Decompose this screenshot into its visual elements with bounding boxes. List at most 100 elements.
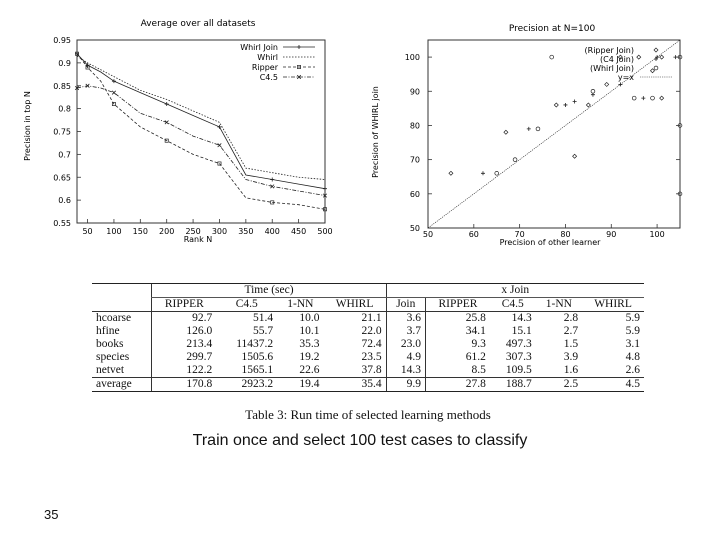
line-chart-ytick-label: 0.65: [53, 173, 71, 182]
table-cell: 2.6: [582, 364, 644, 378]
scatter-point: [650, 68, 656, 74]
table-cell: 92.7: [151, 311, 217, 325]
table-cell: 5.9: [625, 312, 640, 324]
line-point: [217, 161, 222, 166]
line-chart-xtick-label: 350: [238, 227, 253, 236]
scatter-legend-label: (Whirl Join): [590, 64, 634, 73]
line-point: [164, 120, 169, 125]
table-cell: 21.1: [361, 312, 382, 324]
table-cell: 34.1: [425, 325, 490, 338]
scatter-point: [631, 95, 637, 101]
table-cell: 19.4: [277, 377, 324, 392]
line-point: [217, 124, 222, 129]
table-cell: 3.1: [625, 338, 640, 350]
line-chart-xtick-label: 500: [317, 227, 332, 236]
line-chart-ylabel: Precision in top N: [23, 91, 32, 161]
scatter-chart-frame: [427, 39, 681, 229]
table-cell: 1.5: [563, 338, 579, 350]
scatter-chart-xlabel: Precision of other learner: [500, 238, 602, 247]
scatter-point: [480, 171, 485, 176]
table-row-label: books: [96, 338, 124, 350]
table-row: species 299.7 1505.6 19.2 23.5 4.9 61.2 307.3 3.…: [92, 351, 644, 364]
scatter-ytick-label: 90: [410, 87, 420, 96]
scatter-xtick-label: 70: [515, 230, 525, 239]
table-cell: 35.4: [323, 377, 387, 392]
table-cell: 55.7: [253, 325, 274, 337]
line-legend-label: C4.5: [260, 73, 278, 82]
table-row-label: species: [96, 351, 130, 363]
table-cell: 109.5: [489, 364, 536, 378]
line-chart-ytick-label: 0.75: [53, 128, 71, 137]
line-legend-label: Whirl Join: [240, 43, 278, 52]
table-cell: 51.4: [253, 312, 274, 324]
scatter-xtick-label: 50: [423, 230, 433, 239]
scatter-xtick-label: 80: [560, 230, 570, 239]
table-column-header: RIPPER: [151, 297, 217, 312]
scatter-point: [618, 82, 623, 87]
table-row: books 213.4 11437.2 35.3 72.4 23.0 9.3 497.3 1.5…: [92, 338, 644, 351]
line-chart-xtick-label: 300: [212, 227, 227, 236]
scatter-ytick-label: 60: [410, 190, 420, 199]
line-legend-marker: [297, 65, 301, 69]
scatter-chart: Precision at N=100 Precision of WHIRL jo…: [371, 24, 683, 247]
scatter-legend-label: (Ripper Join): [585, 46, 634, 55]
line-point: [217, 143, 222, 148]
table-cell: 11437.2: [236, 338, 274, 350]
line-point: [111, 90, 117, 95]
line-point: [111, 79, 116, 84]
table-column-header: WHIRL: [323, 297, 387, 312]
scatter-ytick-label: 80: [410, 121, 420, 130]
table-cell: 25.8: [425, 311, 490, 325]
line-point: [323, 186, 327, 191]
line-legend-marker: [297, 45, 301, 49]
scatter-point: [650, 95, 655, 101]
scatter-point: [659, 95, 665, 101]
scatter-point: [549, 54, 554, 60]
scatter-point: [659, 54, 665, 60]
line-point: [323, 207, 327, 212]
table-column-header: 1-NN: [277, 297, 324, 312]
runtime-table: Time (sec) x Join RIPPER C4.5 1-NN WHIRL Join R…: [92, 283, 644, 392]
table-cell: 2923.2: [216, 377, 278, 392]
table-row-label: hcoarse: [96, 312, 132, 324]
table-column-header: WHIRL: [582, 297, 644, 312]
scatter-chart-title: Precision at N=100: [509, 24, 596, 34]
scatter-point: [641, 96, 646, 101]
scatter-point: [448, 170, 454, 176]
table-cell: 61.2: [425, 351, 490, 364]
table-cell: 23.0: [385, 338, 426, 351]
scatter-point: [535, 126, 541, 132]
table-corner-cell: [92, 283, 152, 298]
table-cell: 10.1: [299, 325, 320, 337]
line-point: [270, 177, 275, 182]
scatter-point: [572, 99, 577, 104]
table-cell: 23.5: [361, 351, 382, 363]
table-cell: 1.6: [535, 364, 583, 378]
table-column-header: 1-NN: [535, 297, 583, 312]
table-cell: 8.5: [425, 364, 490, 378]
scatter-point: [553, 102, 559, 108]
table-cell: 213.4: [151, 338, 217, 351]
line-chart-ytick-label: 0.9: [58, 59, 71, 68]
table-row: hcoarse 92.7 51.4 10.0 21.1 3.6 25.8 14.3 2.8 5.9: [92, 311, 644, 325]
scatter-legend-label: (C4 Join): [600, 55, 634, 64]
table-cell: 497.3: [505, 338, 532, 350]
scatter-point: [673, 55, 678, 60]
scatter-point: [503, 129, 509, 135]
scatter-legend-marker: [653, 65, 659, 71]
scatter-point: [617, 54, 623, 60]
scatter-point: [563, 102, 568, 107]
line-chart: Average over all datasets Precision in t…: [23, 19, 333, 244]
table-cell: 126.0: [151, 325, 217, 338]
table-cell: 4.5: [582, 377, 644, 392]
scatter-xtick-label: 60: [469, 230, 479, 239]
line-chart-xtick-label: 150: [133, 227, 148, 236]
table-group-header: x Join: [385, 283, 644, 298]
table-cell: 9.9: [385, 377, 426, 392]
scatter-ytick-label: 70: [410, 156, 420, 165]
table-cell: 27.8: [425, 377, 490, 392]
scatter-point: [585, 102, 591, 108]
table-cell: 170.8: [151, 377, 217, 392]
line-legend-label: Whirl: [257, 53, 278, 62]
table-cell: 72.4: [361, 338, 382, 350]
